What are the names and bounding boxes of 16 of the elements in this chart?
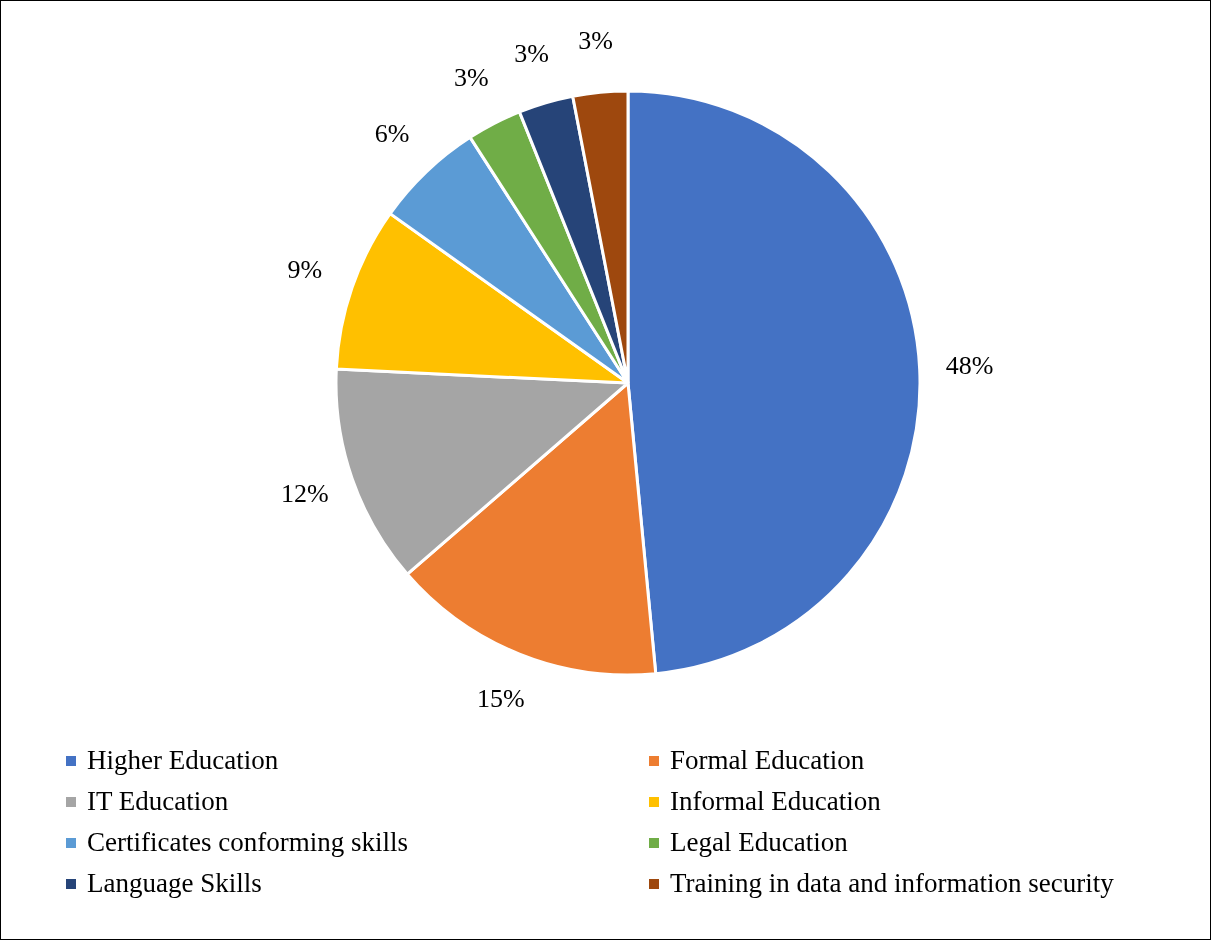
data-label: 15%	[477, 684, 525, 714]
data-label: 6%	[374, 119, 410, 149]
legend-label: Higher Education	[87, 744, 279, 777]
data-label: 9%	[287, 254, 323, 284]
data-label: 12%	[280, 478, 329, 508]
legend-label: Legal Education	[670, 826, 848, 859]
legend-label: Informal Education	[670, 785, 881, 818]
legend-label: Formal Education	[670, 744, 865, 777]
data-label: 3%	[453, 62, 489, 92]
legend-label: Training in data and information security	[670, 867, 1114, 900]
data-label: 3%	[578, 26, 613, 56]
legend-label: Language Skills	[87, 867, 262, 900]
legend-label: Certificates conforming skills	[87, 826, 408, 859]
data-label: 3%	[514, 38, 549, 68]
legend-label: IT Education	[87, 785, 229, 818]
data-label: 48%	[945, 350, 994, 380]
